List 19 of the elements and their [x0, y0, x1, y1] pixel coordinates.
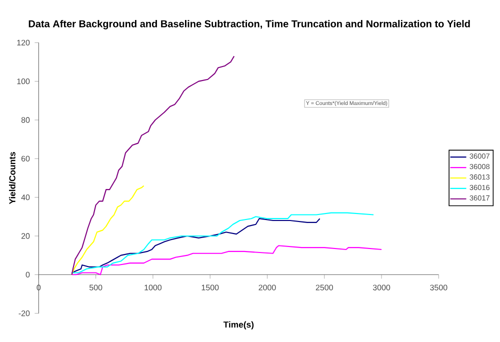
- y-tick-label: 60: [21, 156, 30, 162]
- x-tick-label: 500: [89, 284, 102, 290]
- x-tick-label: 2500: [316, 284, 333, 290]
- y-tick-label: 100: [17, 78, 30, 84]
- y-axis-title: Yield/Counts: [9, 152, 16, 204]
- y-tick-label: -20: [18, 310, 30, 316]
- x-tick-label: 3500: [430, 284, 448, 290]
- x-axis-title: Time(s): [223, 321, 254, 330]
- y-tick-label: 20: [21, 233, 30, 239]
- y-tick-label: 0: [26, 272, 30, 278]
- y-tick-label: 40: [21, 194, 30, 200]
- x-tick-label: 1000: [144, 284, 162, 290]
- x-tick-label: 1500: [202, 284, 219, 290]
- line-series: [71, 218, 320, 274]
- x-tick-label: 3000: [372, 284, 390, 290]
- y-tick-label: 80: [21, 117, 30, 123]
- x-tick-label: 2000: [258, 284, 276, 290]
- chart-title: Data After Background and Baseline Subtraction, Time Truncation and Normalization to Yield: [28, 20, 470, 30]
- y-tick-label: 120: [17, 40, 30, 46]
